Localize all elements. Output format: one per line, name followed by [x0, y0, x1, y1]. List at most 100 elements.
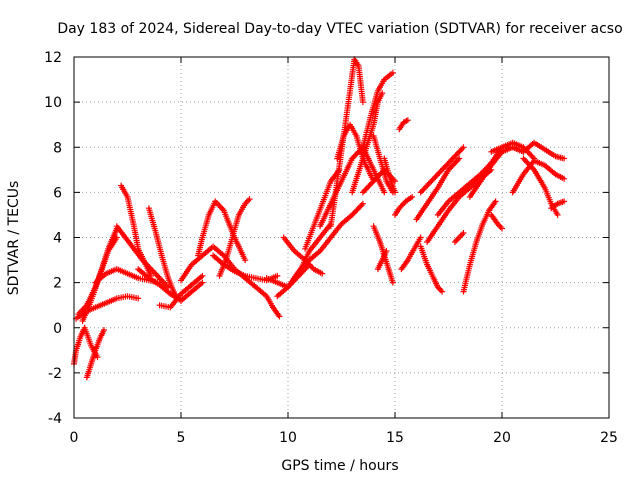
data-point	[479, 209, 492, 227]
data-point	[488, 211, 500, 226]
data-point	[434, 284, 444, 294]
data-point	[424, 225, 440, 245]
data-point	[148, 266, 162, 280]
y-tick-label: 8	[53, 140, 62, 156]
data-point	[139, 257, 153, 271]
data-point	[398, 258, 410, 273]
data-point	[389, 69, 396, 76]
series-pass-8	[113, 223, 172, 291]
data-point	[327, 180, 340, 230]
data-point	[417, 234, 424, 241]
data-point	[379, 249, 389, 264]
series-pass-16	[242, 275, 283, 320]
data-point	[520, 155, 536, 172]
data-point	[359, 123, 376, 162]
x-tick-label: 25	[600, 430, 618, 446]
data-point	[317, 236, 333, 254]
data-point	[396, 121, 406, 133]
data-point	[400, 117, 410, 126]
series-pass-31	[396, 117, 411, 133]
series-pass-28	[370, 223, 396, 286]
data-point	[509, 173, 526, 196]
data-point	[392, 206, 402, 218]
data-point	[274, 285, 290, 300]
data-point	[488, 145, 504, 155]
series-pass-20	[280, 234, 326, 277]
data-point	[319, 270, 326, 277]
data-point	[460, 144, 467, 151]
data-point	[210, 252, 226, 267]
series-pass-37	[417, 243, 446, 295]
data-point	[428, 168, 444, 185]
data-point	[145, 275, 161, 287]
data-point	[355, 63, 366, 103]
series-pass-13	[195, 198, 249, 264]
data-point	[188, 253, 204, 268]
x-tick-label: 20	[493, 430, 511, 446]
data-point	[317, 202, 333, 230]
data-point	[158, 252, 171, 280]
data-point	[231, 268, 247, 279]
series-pass-25	[349, 90, 386, 196]
data-point	[302, 225, 316, 252]
data-point	[385, 266, 396, 284]
data-point	[449, 145, 466, 162]
data-point	[541, 162, 557, 176]
data-point	[118, 182, 130, 198]
data-point	[456, 155, 463, 162]
data-point	[445, 190, 461, 205]
data-point	[291, 248, 307, 262]
data-point	[302, 257, 316, 271]
data-point	[135, 295, 142, 302]
data-point	[374, 78, 387, 94]
data-point	[488, 166, 495, 173]
data-point	[492, 198, 499, 205]
data-point	[359, 112, 374, 151]
data-point	[130, 223, 141, 250]
data-point	[199, 279, 206, 286]
data-point	[167, 292, 183, 311]
data-point	[178, 263, 194, 284]
data-point	[188, 280, 204, 295]
series-pass-30	[370, 133, 396, 196]
data-point	[359, 99, 366, 106]
data-point	[466, 241, 479, 268]
data-point	[460, 230, 467, 236]
data-point	[520, 141, 536, 155]
data-point	[381, 189, 388, 196]
data-points	[71, 56, 568, 381]
data-point	[145, 205, 158, 232]
data-point	[124, 270, 140, 281]
data-point	[338, 157, 355, 185]
data-point	[178, 289, 194, 304]
x-axis-label: GPS time / hours	[281, 458, 398, 474]
data-point	[554, 211, 561, 218]
data-point	[73, 335, 83, 354]
data-point	[156, 275, 170, 289]
series-pass-2	[83, 327, 107, 381]
data-point	[531, 157, 546, 168]
series-pass-12	[178, 243, 249, 284]
data-point	[96, 328, 107, 342]
data-point	[439, 156, 455, 173]
series-pass-34	[398, 234, 424, 273]
data-point	[460, 263, 473, 295]
series-pass-11	[156, 272, 206, 311]
data-point	[92, 271, 108, 286]
data-point	[334, 135, 347, 162]
data-point	[445, 156, 461, 173]
data-point	[424, 186, 440, 207]
series-pass-39	[460, 198, 499, 295]
data-point	[417, 243, 430, 266]
data-point	[396, 199, 408, 212]
data-point	[456, 186, 472, 200]
data-point	[347, 121, 359, 138]
data-point	[229, 214, 242, 241]
data-point	[374, 258, 385, 273]
series-pass-44	[509, 157, 568, 196]
data-point	[486, 199, 498, 214]
data-point	[561, 175, 568, 182]
data-point	[417, 179, 433, 196]
data-point	[499, 225, 505, 232]
data-point	[377, 155, 389, 182]
